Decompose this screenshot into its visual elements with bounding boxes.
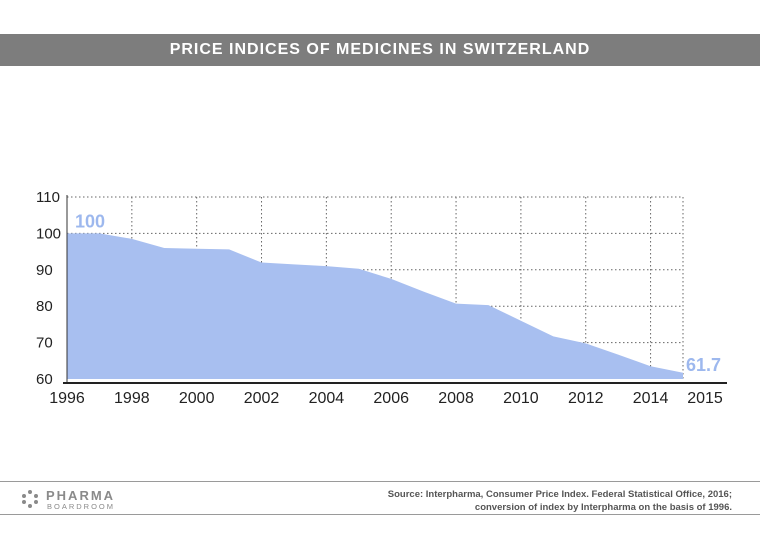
source-line-2: conversion of index by Interpharma on th… — [474, 502, 732, 513]
logo-text-pharma: PHARMA — [46, 488, 116, 503]
x-tick-label-2012: 2012 — [568, 390, 604, 407]
logo-text-boardroom: BOARDROOM — [47, 502, 116, 511]
x-tick-label-2000: 2000 — [179, 390, 215, 407]
price-index-area — [67, 233, 683, 379]
x-tick-label-2002: 2002 — [244, 390, 280, 407]
chart-title: PRICE INDICES OF MEDICINES IN SWITZERLAN… — [0, 34, 760, 66]
y-tick-label-80: 80 — [36, 298, 53, 315]
data-label-100: 100 — [75, 211, 105, 231]
x-tick-label-2015: 2015 — [687, 390, 723, 407]
x-tick-label-2008: 2008 — [438, 390, 474, 407]
y-tick-label-110: 110 — [36, 189, 60, 206]
x-tick-label-2006: 2006 — [373, 390, 409, 407]
y-tick-label-90: 90 — [36, 262, 53, 279]
x-tick-label-1996: 1996 — [49, 390, 85, 407]
y-tick-label-70: 70 — [36, 335, 53, 352]
source-note: Source: Interpharma, Consumer Price Inde… — [272, 488, 732, 514]
y-tick-label-100: 100 — [36, 225, 61, 242]
y-tick-label-60: 60 — [36, 371, 53, 388]
x-tick-label-1998: 1998 — [114, 390, 150, 407]
footer-top-rule — [0, 481, 760, 482]
x-tick-label-2004: 2004 — [309, 390, 345, 407]
footer-bottom-rule — [0, 514, 760, 515]
price-index-chart: 110 100 90 80 70 60 1996 1998 2000 2002 2004 2006 20… — [36, 189, 727, 407]
x-tick-label-2014: 2014 — [633, 390, 669, 407]
source-line-1: Source: Interpharma, Consumer Price Inde… — [387, 489, 732, 500]
pharmaboardroom-logo: PHARMA BOARDROOM — [20, 488, 150, 512]
x-tick-label-2010: 2010 — [503, 390, 539, 407]
data-label-61.7: 61.7 — [686, 355, 721, 375]
logo-dots-icon — [22, 490, 38, 508]
